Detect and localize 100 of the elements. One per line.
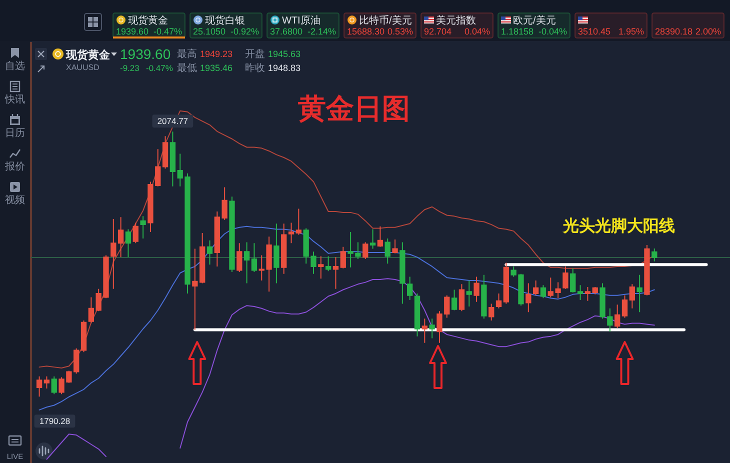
annotation: 最高: [177, 48, 197, 60]
candlestick: [296, 208, 302, 236]
text: 黄金日图: [297, 93, 410, 124]
candlestick: [288, 222, 294, 244]
candlestick: [206, 240, 213, 266]
candlestick: [392, 238, 398, 254]
annotation: 1939.60: [120, 46, 171, 62]
candlestick: [332, 256, 339, 290]
candlestick: [370, 228, 376, 250]
annotation: 1790.28: [39, 416, 70, 426]
text: 日历: [5, 128, 25, 139]
candlestick: [458, 284, 465, 312]
candlestick: [496, 292, 502, 309]
text: 报价: [4, 160, 25, 172]
text: 0.53%: [387, 26, 413, 36]
candlestick: [44, 376, 50, 389]
candlestick: [318, 256, 324, 280]
candlestick: [451, 289, 458, 311]
text: -2.14%: [307, 26, 336, 36]
candlestick: [629, 284, 635, 309]
text: XAUUSD: [66, 63, 100, 72]
text: 28390.18: [655, 26, 693, 36]
candlestick: [325, 256, 332, 272]
candlestick: [377, 226, 384, 248]
candlestick: [570, 268, 576, 294]
candlestick: [526, 282, 532, 313]
annotation: 2074.77: [157, 116, 188, 126]
candlestick: [414, 292, 420, 337]
candlestick: [362, 242, 368, 260]
candlestick: [592, 286, 598, 295]
candlestick: [88, 296, 94, 324]
text: 快讯: [4, 94, 25, 106]
candlestick: [636, 274, 642, 313]
candlestick: [80, 320, 87, 353]
candlestick: [532, 280, 539, 296]
text: 15688.30: [347, 26, 385, 36]
annotation: 最低: [177, 63, 197, 74]
candlestick: [281, 223, 287, 274]
candlestick: [51, 376, 57, 395]
candlestick: [474, 276, 480, 302]
candlestick: [251, 242, 258, 273]
text: 1.95%: [618, 26, 644, 36]
category-label: WTI原油: [282, 14, 320, 26]
category-label: 美元指数: [436, 14, 476, 26]
text: 37.6800: [270, 26, 303, 36]
annotation: 昨收: [245, 62, 265, 74]
candlestick: [244, 242, 250, 284]
candlestick: [236, 242, 242, 273]
candlestick: [125, 228, 132, 258]
candlestick: [562, 266, 568, 290]
candlestick: [652, 248, 658, 262]
candlestick: [429, 318, 435, 339]
text: 视频: [5, 194, 25, 206]
text: -0.04%: [538, 26, 567, 36]
candlestick: [170, 131, 176, 187]
text: -0.92%: [230, 26, 259, 36]
text: 2.00%: [695, 26, 721, 36]
candlestick: [584, 286, 591, 302]
annotation: -9.23: [120, 63, 140, 73]
annotation: 开盘: [245, 48, 265, 60]
candlestick: [36, 376, 42, 398]
candlestick: [407, 276, 413, 300]
annotation: 1945.63: [268, 49, 301, 59]
candlestick: [422, 318, 428, 344]
candlestick: [488, 303, 494, 321]
annotation: 1949.23: [200, 49, 233, 59]
candlestick: [481, 274, 487, 320]
category-label: 现货黄金: [128, 14, 168, 26]
category-label: 现货白银: [205, 14, 245, 26]
candlestick: [384, 238, 390, 264]
candlestick: [577, 284, 584, 300]
candlestick: [503, 262, 510, 304]
text: 现货黄金: [65, 48, 111, 62]
candlestick: [118, 216, 124, 258]
candlestick: [540, 284, 546, 299]
candlestick: [644, 244, 650, 296]
annotation: -0.47%: [146, 63, 174, 73]
candlestick: [132, 222, 138, 244]
text: 25.1050: [193, 26, 226, 36]
text: 92.704: [424, 26, 452, 36]
candlestick: [229, 196, 235, 273]
text: 1.18158: [501, 26, 534, 36]
annotation: 光头光脚大阳线: [562, 217, 675, 235]
candlestick: [614, 304, 620, 328]
text: 0.04%: [464, 26, 490, 36]
text: 1939.60: [116, 26, 149, 36]
text: 3510.45: [578, 26, 611, 36]
text: 自选: [5, 60, 25, 72]
candlestick: [400, 242, 406, 304]
candlestick: [140, 216, 146, 240]
candlestick: [162, 136, 168, 170]
candlestick: [340, 246, 346, 269]
candlestick: [466, 280, 472, 308]
annotation: 1935.46: [200, 63, 233, 73]
category-label: 比特币/美元: [359, 14, 412, 26]
candlestick: [274, 223, 280, 284]
candlestick: [110, 218, 116, 290]
candlestick: [622, 294, 628, 318]
text: -0.47%: [153, 26, 182, 36]
category-label: 欧元/美元: [513, 14, 556, 26]
